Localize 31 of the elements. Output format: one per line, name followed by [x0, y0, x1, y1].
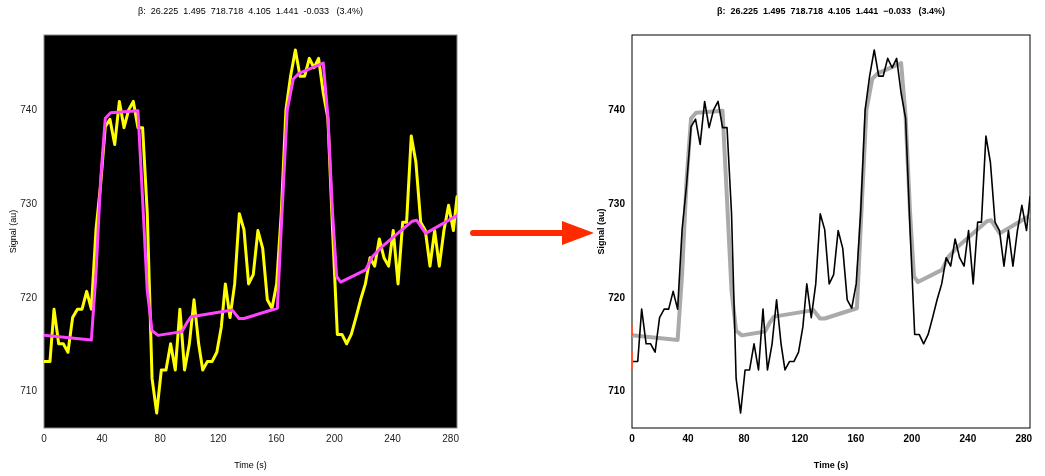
- y-axis-title: Signal (au): [8, 209, 18, 254]
- y-tick-label: 720: [608, 291, 626, 303]
- y-tick-label: 740: [20, 104, 38, 116]
- x-tick-label: 0: [41, 433, 48, 444]
- x-tick-label: 200: [326, 433, 344, 444]
- y-tick-label: 730: [20, 197, 38, 209]
- y-tick-label: 720: [20, 291, 38, 303]
- x-tick-label: 280: [1015, 433, 1033, 444]
- y-tick-label: 710: [608, 385, 626, 397]
- x-tick-label: 240: [959, 433, 977, 444]
- x-tick-label: 160: [847, 433, 865, 444]
- x-tick-label: 40: [96, 433, 109, 444]
- x-tick-label: 40: [682, 433, 694, 444]
- chart-title: β: 26.225 1.495 718.718 4.105 1.441 -0.033 (3.4%): [138, 6, 363, 16]
- x-axis-title: Time (s): [813, 460, 849, 470]
- y-tick-label: 740: [608, 104, 626, 116]
- x-tick-label: 280: [442, 433, 460, 444]
- x-tick-label: 120: [209, 433, 228, 444]
- y-axis-title: Signal (au): [596, 208, 606, 255]
- chart-title: β: 26.225 1.495 718.718 4.105 1.441 −0.033 (3.4%): [717, 6, 945, 16]
- x-tick-label: 80: [738, 433, 750, 444]
- x-tick-label: 160: [268, 433, 286, 444]
- x-tick-label: 200: [903, 433, 921, 444]
- y-tick-label: 710: [20, 385, 38, 397]
- line-series: [44, 61, 457, 342]
- x-tick-label: 0: [629, 433, 636, 444]
- y-tick-label: 730: [608, 197, 626, 209]
- x-tick-label: 80: [154, 433, 167, 444]
- x-axis-title: Time (s): [234, 460, 267, 470]
- x-tick-label: 120: [791, 433, 809, 444]
- x-tick-label: 240: [384, 433, 402, 444]
